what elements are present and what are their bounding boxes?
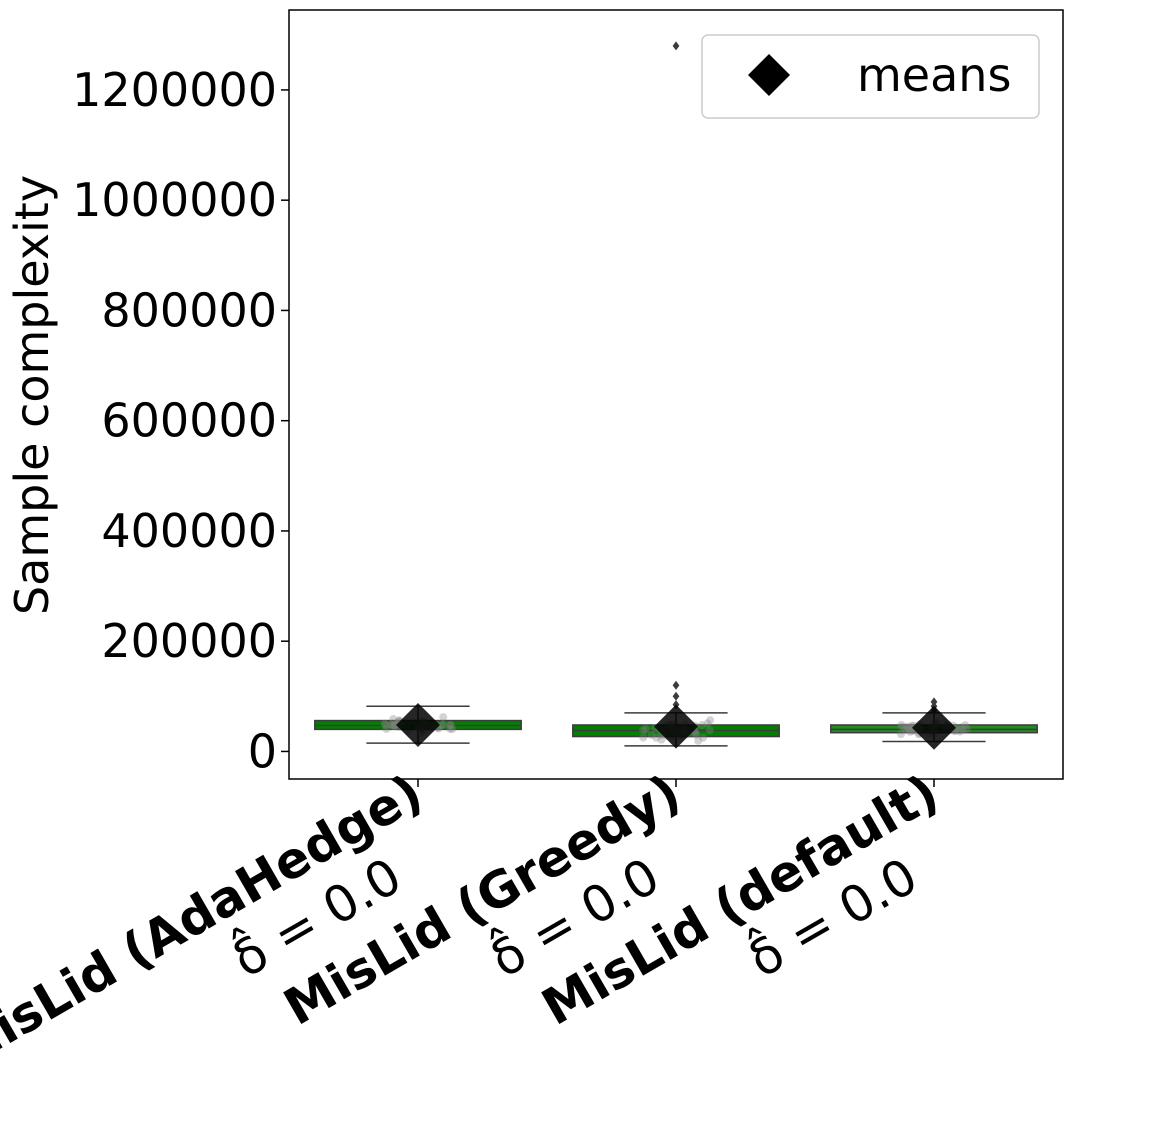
sample-point: [905, 725, 914, 734]
plot-area-frame: [288, 9, 1064, 780]
sample-point: [706, 716, 715, 725]
sample-point: [691, 730, 700, 739]
legend-diamond-marker: [748, 54, 790, 96]
sample-point: [657, 735, 666, 744]
sample-point: [389, 715, 398, 724]
sample-point: [958, 725, 967, 734]
sample-point: [957, 723, 966, 732]
legend-frame: [701, 34, 1040, 119]
sample-point: [639, 733, 648, 742]
box-group: [572, 41, 780, 749]
sample-point: [382, 725, 391, 734]
y-tick-label: 800000: [101, 283, 277, 337]
sample-point: [691, 729, 700, 738]
mean-diamond: [912, 705, 956, 750]
sample-point: [439, 713, 448, 722]
sample-point: [388, 721, 397, 730]
y-axis-title: Sample complexity: [5, 175, 59, 615]
sample-point: [694, 736, 703, 745]
outlier-point: [672, 41, 680, 51]
sample-point: [897, 730, 906, 739]
sample-point: [897, 721, 906, 730]
y-tick-label: 1000000: [72, 173, 277, 227]
sample-point: [439, 720, 448, 729]
outlier-point: [672, 691, 680, 701]
sample-point: [390, 721, 399, 730]
sample-point: [381, 720, 390, 729]
sample-point: [898, 722, 907, 731]
sample-point: [448, 725, 457, 734]
sample-point: [445, 724, 454, 733]
y-tick-label: 400000: [101, 504, 277, 558]
sample-point: [705, 726, 714, 735]
sample-point: [698, 721, 707, 730]
sample-point: [901, 725, 910, 734]
sample-point: [699, 733, 708, 742]
sample-point: [906, 723, 915, 732]
chart-marks: [314, 41, 1038, 750]
sample-point: [391, 720, 400, 729]
sample-point: [703, 719, 712, 728]
box-group: [830, 697, 1038, 750]
sample-point: [437, 721, 446, 730]
sample-point: [641, 724, 650, 733]
outlier-point: [672, 680, 680, 690]
sample-point: [445, 720, 454, 729]
mean-diamond: [654, 704, 698, 749]
sample-point: [390, 721, 399, 730]
sample-point: [387, 720, 396, 729]
sample-point: [906, 727, 915, 736]
mean-diamond: [396, 702, 440, 747]
y-tick-label: 600000: [101, 394, 277, 448]
sample-point: [961, 721, 970, 730]
y-tick-label: 0: [248, 724, 277, 778]
sample-point: [647, 730, 656, 739]
y-axis: 0 200000 400000 600000 800000 1000000 1200000: [72, 63, 289, 778]
sample-point: [903, 724, 912, 733]
y-tick-label: 200000: [101, 614, 277, 668]
sample-point: [955, 727, 964, 736]
outlier-point: [930, 697, 938, 707]
sample-point: [962, 725, 971, 734]
sample-point: [446, 721, 455, 730]
sample-point: [902, 722, 911, 731]
legend: means: [701, 34, 1040, 119]
legend-label-means: means: [857, 48, 1011, 102]
sample-point: [639, 726, 648, 735]
sample-point: [389, 722, 398, 731]
y-tick-label: 1200000: [72, 63, 277, 117]
sample-point: [380, 719, 389, 728]
sample-point: [652, 733, 661, 742]
box-group: [314, 702, 522, 747]
